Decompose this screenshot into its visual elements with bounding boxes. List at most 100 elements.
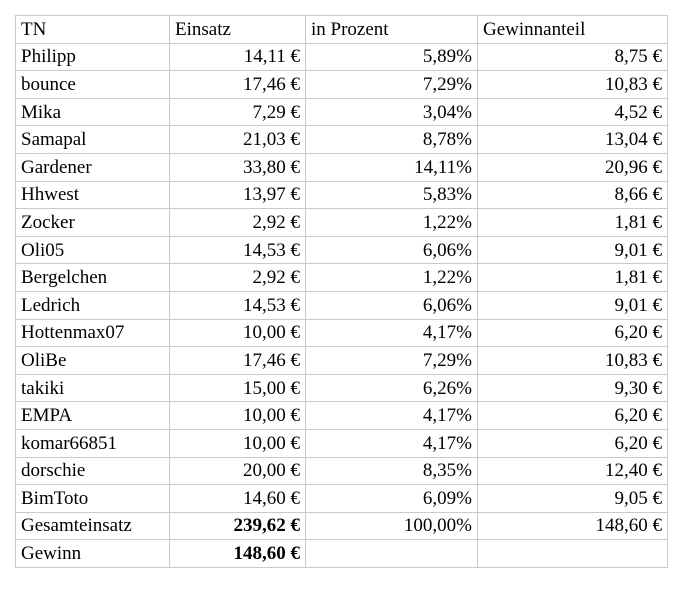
prozent-cell: 4,17% (305, 318, 478, 348)
einsatz-cell: 33,80 € (169, 152, 306, 182)
prozent-cell: 5,83% (305, 180, 478, 210)
einsatz-cell: 14,11 € (169, 42, 306, 72)
participant-cell: Gardener (15, 152, 170, 182)
einsatz-cell: 14,60 € (169, 484, 306, 513)
einsatz-cell: 10,00 € (169, 428, 306, 458)
prozent-cell: 6,06% (305, 235, 478, 265)
gewinnanteil-cell: 8,66 € (477, 180, 668, 210)
table-row: EMPA 10,00 €4,17% 6,20 € (15, 401, 668, 430)
prozent-cell: 14,11% (305, 152, 478, 182)
table-row: Gardener 33,80 €14,11% 20,96 € (15, 152, 668, 182)
gewinnanteil-cell: 1,81 € (477, 208, 668, 237)
gewinnanteil-cell: 9,05 € (477, 484, 668, 513)
einsatz-cell: 2,92 € (169, 263, 306, 292)
table-row: takiki 15,00 €6,26% 9,30 € (15, 373, 668, 403)
prozent-cell: 3,04% (305, 97, 478, 127)
table-row: OliBe 17,46 €7,29% 10,83 € (15, 346, 668, 375)
participant-cell: Oli05 (15, 235, 170, 265)
gewinnanteil-cell: 13,04 € (477, 125, 668, 154)
prozent-cell: 1,22% (305, 263, 478, 292)
table-row: Hhwest 13,97 €5,83% 8,66 € (15, 180, 668, 210)
participant-cell: Bergelchen (15, 263, 170, 292)
einsatz-cell: 148,60 € (169, 539, 306, 568)
prozent-cell: 6,09% (305, 484, 478, 513)
einsatz-cell: 17,46 € (169, 70, 306, 99)
total-row: Gesamteinsatz 239,62 €100,00% 148,60 € (15, 511, 668, 541)
participant-cell: Gewinn (15, 539, 170, 568)
table-row: dorschie 20,00 €8,35% 12,40 € (15, 456, 668, 486)
header-in-prozent: in Prozent (305, 15, 478, 44)
einsatz-cell: 10,00 € (169, 401, 306, 430)
participant-cell: dorschie (15, 456, 170, 486)
gewinnanteil-cell: 12,40 € (477, 456, 668, 486)
einsatz-cell: 15,00 € (169, 373, 306, 403)
gewinn-row: Gewinn 148,60 € (15, 539, 668, 568)
table-row: komar66851 10,00 €4,17% 6,20 € (15, 428, 668, 458)
header-einsatz: Einsatz (169, 15, 306, 44)
table-row: Samapal 21,03 €8,78% 13,04 € (15, 125, 668, 154)
prozent-cell: 7,29% (305, 70, 478, 99)
participant-cell: Philipp (15, 42, 170, 72)
gewinnanteil-cell: 4,52 € (477, 97, 668, 127)
gewinnanteil-cell: 10,83 € (477, 70, 668, 99)
participant-cell: Samapal (15, 125, 170, 154)
prozent-cell: 8,78% (305, 125, 478, 154)
prozent-cell: 5,89% (305, 42, 478, 72)
einsatz-cell: 20,00 € (169, 456, 306, 486)
prozent-cell: 7,29% (305, 346, 478, 375)
gewinnanteil-cell: 148,60 € (477, 511, 668, 541)
gewinnanteil-cell: 20,96 € (477, 152, 668, 182)
participant-cell: Hhwest (15, 180, 170, 210)
participant-cell: Ledrich (15, 290, 170, 320)
gewinnanteil-cell (477, 539, 668, 568)
einsatz-cell: 10,00 € (169, 318, 306, 348)
participant-cell: BimToto (15, 484, 170, 513)
prozent-cell: 4,17% (305, 401, 478, 430)
table-row: Philipp 14,11 €5,89% 8,75 € (15, 42, 668, 72)
gewinnanteil-cell: 9,30 € (477, 373, 668, 403)
einsatz-cell: 14,53 € (169, 290, 306, 320)
prozent-cell: 8,35% (305, 456, 478, 486)
table-row: Ledrich 14,53 €6,06% 9,01 € (15, 290, 668, 320)
prozent-cell: 1,22% (305, 208, 478, 237)
einsatz-cell: 239,62 € (169, 511, 306, 541)
gewinnanteil-cell: 10,83 € (477, 346, 668, 375)
einsatz-cell: 7,29 € (169, 97, 306, 127)
gewinnanteil-cell: 6,20 € (477, 401, 668, 430)
stake-table-container: TN Einsatz in Prozent Gewinnanteil Phili… (15, 15, 668, 568)
gewinnanteil-cell: 1,81 € (477, 263, 668, 292)
table-row: bounce 17,46 €7,29% 10,83 € (15, 70, 668, 99)
table-row: BimToto 14,60 €6,09% 9,05 € (15, 484, 668, 513)
participant-cell: bounce (15, 70, 170, 99)
gewinnanteil-cell: 9,01 € (477, 290, 668, 320)
table-header-row: TN Einsatz in Prozent Gewinnanteil (15, 15, 668, 44)
einsatz-cell: 17,46 € (169, 346, 306, 375)
prozent-cell: 6,26% (305, 373, 478, 403)
prozent-cell: 6,06% (305, 290, 478, 320)
table-row: Zocker 2,92 €1,22% 1,81 € (15, 208, 668, 237)
einsatz-cell: 13,97 € (169, 180, 306, 210)
einsatz-cell: 2,92 € (169, 208, 306, 237)
einsatz-cell: 21,03 € (169, 125, 306, 154)
gewinnanteil-cell: 8,75 € (477, 42, 668, 72)
prozent-cell: 100,00% (305, 511, 478, 541)
participant-cell: takiki (15, 373, 170, 403)
prozent-cell (305, 539, 478, 568)
gewinnanteil-cell: 6,20 € (477, 428, 668, 458)
stake-table: TN Einsatz in Prozent Gewinnanteil Phili… (15, 15, 668, 568)
header-tn: TN (15, 15, 170, 44)
participant-cell: EMPA (15, 401, 170, 430)
header-gewinnanteil: Gewinnanteil (477, 15, 668, 44)
einsatz-cell: 14,53 € (169, 235, 306, 265)
participant-cell: Gesamteinsatz (15, 511, 170, 541)
table-row: Mika 7,29 €3,04% 4,52 € (15, 97, 668, 127)
prozent-cell: 4,17% (305, 428, 478, 458)
participant-cell: OliBe (15, 346, 170, 375)
gewinnanteil-cell: 6,20 € (477, 318, 668, 348)
table-row: Bergelchen 2,92 €1,22% 1,81 € (15, 263, 668, 292)
gewinnanteil-cell: 9,01 € (477, 235, 668, 265)
participant-cell: Mika (15, 97, 170, 127)
table-row: Oli05 14,53 €6,06% 9,01 € (15, 235, 668, 265)
table-row: Hottenmax07 10,00 €4,17% 6,20 € (15, 318, 668, 348)
participant-cell: Zocker (15, 208, 170, 237)
